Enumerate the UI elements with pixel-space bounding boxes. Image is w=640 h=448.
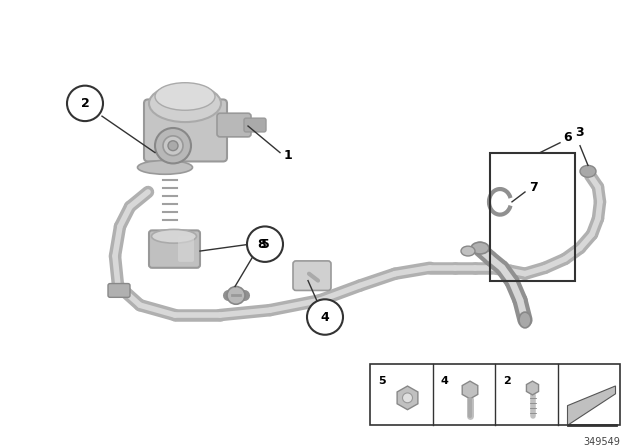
Ellipse shape bbox=[152, 229, 196, 243]
Text: 5: 5 bbox=[378, 376, 386, 386]
Circle shape bbox=[227, 287, 245, 304]
Circle shape bbox=[168, 141, 178, 151]
Text: 2: 2 bbox=[503, 376, 511, 386]
Text: 2: 2 bbox=[81, 97, 90, 110]
Text: 3: 3 bbox=[576, 126, 584, 139]
Ellipse shape bbox=[149, 85, 221, 122]
Circle shape bbox=[247, 226, 283, 262]
FancyBboxPatch shape bbox=[108, 284, 130, 297]
Text: 5: 5 bbox=[260, 238, 269, 251]
FancyBboxPatch shape bbox=[293, 261, 331, 290]
Circle shape bbox=[403, 393, 413, 403]
Ellipse shape bbox=[461, 246, 475, 256]
Ellipse shape bbox=[471, 242, 489, 254]
Text: 349549: 349549 bbox=[583, 437, 620, 447]
FancyBboxPatch shape bbox=[178, 236, 194, 262]
Text: 4: 4 bbox=[440, 376, 449, 386]
Circle shape bbox=[67, 86, 103, 121]
Text: 8: 8 bbox=[258, 238, 266, 251]
Ellipse shape bbox=[580, 165, 596, 177]
Text: 6: 6 bbox=[564, 131, 572, 144]
Text: 1: 1 bbox=[284, 149, 292, 162]
Circle shape bbox=[307, 299, 343, 335]
FancyBboxPatch shape bbox=[217, 113, 251, 137]
FancyBboxPatch shape bbox=[144, 99, 227, 161]
Ellipse shape bbox=[519, 312, 531, 328]
Ellipse shape bbox=[138, 160, 193, 174]
Bar bbox=[370, 364, 620, 425]
FancyBboxPatch shape bbox=[244, 118, 266, 132]
Bar bbox=[490, 153, 575, 280]
Ellipse shape bbox=[155, 83, 215, 110]
Text: 4: 4 bbox=[321, 310, 330, 323]
Circle shape bbox=[155, 128, 191, 164]
Text: 7: 7 bbox=[529, 181, 538, 194]
Circle shape bbox=[163, 136, 183, 155]
Polygon shape bbox=[568, 386, 616, 425]
FancyBboxPatch shape bbox=[149, 230, 200, 268]
